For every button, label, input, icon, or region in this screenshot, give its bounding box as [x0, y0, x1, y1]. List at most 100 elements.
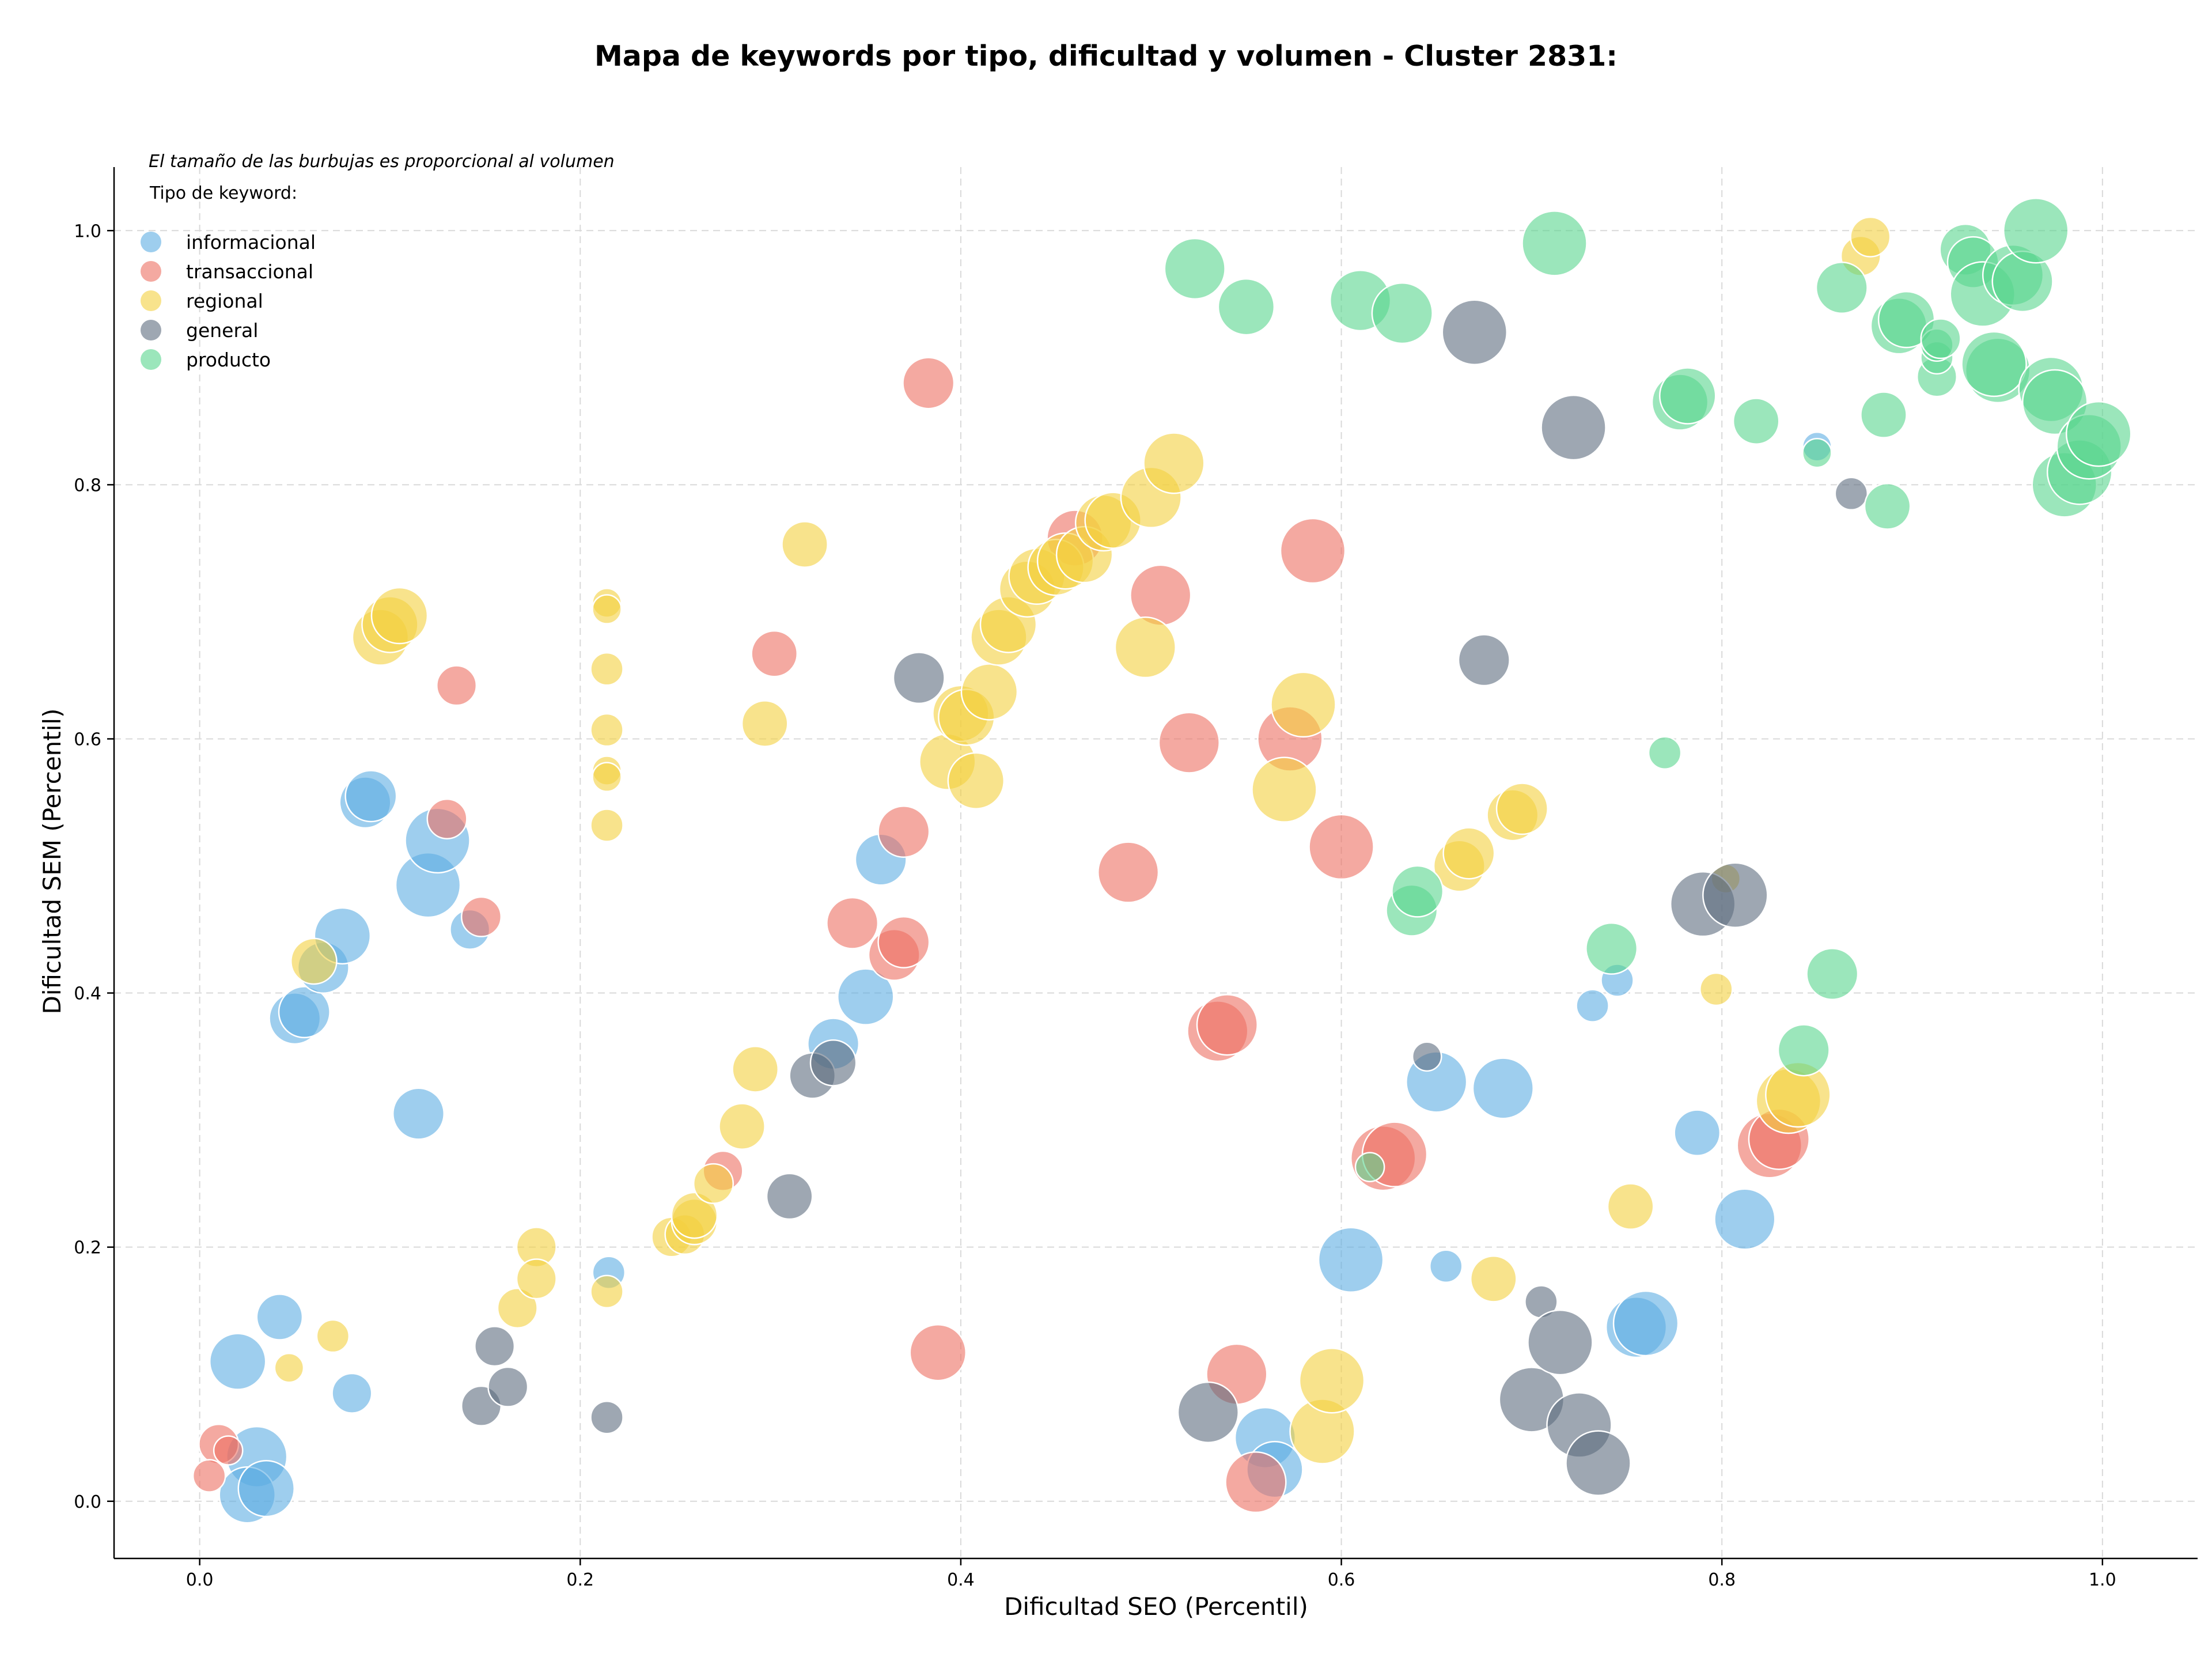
bubble-regional [1469, 1255, 1517, 1303]
bubble-regional [1607, 1183, 1654, 1230]
bubble-informacional [1472, 1057, 1534, 1119]
x-tick-label: 0.6 [1328, 1570, 1355, 1590]
bubble-transaccional [826, 896, 879, 949]
bubble-regional [590, 652, 624, 686]
grid [114, 167, 2198, 1558]
bubble-regional [671, 1191, 718, 1239]
bubble-regional [1699, 972, 1733, 1007]
legend-label-regional: regional [186, 290, 263, 312]
bubble-regional [290, 937, 338, 985]
bubble-transaccional [909, 1323, 967, 1382]
bubble-general [766, 1172, 813, 1220]
bubble-regional [1850, 216, 1891, 258]
legend-marker-general [141, 320, 161, 340]
bubble-informacional [209, 1333, 267, 1390]
legend-marker-transaccional [141, 261, 161, 282]
bubble-regional [592, 594, 622, 625]
legend-marker-producto [141, 349, 161, 370]
bubble-producto [1164, 237, 1226, 300]
bubble-regional [516, 1258, 557, 1300]
bubble-informacional [256, 1293, 304, 1341]
bubble-producto [1391, 865, 1444, 918]
bubble-producto [1815, 261, 1868, 315]
y-tick-label: 0.6 [74, 729, 101, 750]
bubble-general [1177, 1381, 1239, 1444]
bubble-producto [1920, 318, 1961, 360]
x-axis-label: Dificultad SEO (Percentil) [1004, 1592, 1308, 1621]
bubble-producto [1806, 947, 1859, 1001]
bubble-regional [960, 663, 1018, 721]
bubble-regional [1251, 756, 1317, 823]
bubble-transaccional [192, 1459, 226, 1493]
legend: informacional transaccional regional genera… [141, 231, 316, 371]
bubble-regional [590, 808, 624, 842]
bubble-transaccional [1158, 712, 1220, 774]
bubble-regional [316, 1319, 350, 1353]
bubble-general [1565, 1430, 1631, 1496]
bubble-informacional [1317, 1227, 1384, 1293]
legend-label-transaccional: transaccional [186, 260, 313, 283]
chart-title: Mapa de keywords por tipo, dificultad y … [594, 40, 1618, 73]
bubble-regional [274, 1352, 305, 1383]
bubble-regional [1495, 782, 1548, 835]
bubble-transaccional [1196, 994, 1259, 1056]
x-tick-label: 0.4 [947, 1570, 975, 1590]
legend-marker-regional [141, 290, 161, 311]
bubble-informacional [1575, 989, 1609, 1023]
bubble-producto [1521, 210, 1588, 277]
bubble-transaccional [426, 798, 468, 839]
bubble-transaccional [436, 665, 478, 706]
bubble-producto [1371, 282, 1433, 345]
bubble-regional [1442, 827, 1495, 880]
bubble-regional [732, 1046, 779, 1093]
bubble-transaccional [1308, 814, 1374, 880]
bubble-transaccional [213, 1435, 244, 1466]
size-note: El tamaño de las burbujas es proporciona… [149, 152, 615, 172]
bubble-producto [1658, 367, 1717, 425]
bubble-regional [781, 521, 828, 568]
bubble-regional [590, 713, 624, 747]
y-tick-label: 0.8 [74, 475, 101, 495]
bubble-producto [2065, 400, 2132, 467]
bubble-regional [692, 1163, 734, 1204]
bubble-producto [1585, 922, 1638, 975]
bubble-informacional [1714, 1188, 1776, 1250]
bubble-general [1834, 476, 1869, 511]
bubble-regional [1114, 616, 1176, 679]
bubble-transaccional [751, 630, 798, 678]
bubble-transaccional [1130, 564, 1192, 626]
bubble-general [1411, 1041, 1442, 1072]
bubble-regional [741, 700, 789, 747]
bubble-general [590, 1400, 624, 1435]
bubble-general [1540, 394, 1607, 461]
bubble-regional [718, 1103, 766, 1150]
bubble-general [474, 1326, 516, 1367]
bubble-regional [1298, 1347, 1365, 1414]
y-axis-label: Dificultad SEM (Percentil) [38, 709, 66, 1015]
bubble-producto [1354, 1152, 1385, 1183]
legend-title: Tipo de keyword: [149, 183, 297, 203]
y-tick-label: 0.4 [74, 984, 101, 1004]
legend-label-informacional: informacional [186, 231, 316, 253]
bubble-producto [2002, 198, 2069, 264]
bubble-regional [497, 1287, 538, 1329]
bubble-general [1702, 862, 1768, 928]
legend-label-general: general [186, 319, 258, 342]
bubble-informacional [1429, 1249, 1463, 1283]
axes: 0.0 0.2 0.4 0.6 0.8 1.0 0.0 0.2 0.4 0.6 0.8 1.0 [74, 167, 2198, 1590]
bubble-general [487, 1366, 529, 1408]
bubble-regional [370, 587, 429, 645]
bubble-transaccional [902, 357, 955, 410]
bubble-informacional [344, 770, 397, 823]
bubble-regional [1270, 671, 1336, 738]
x-tick-label: 0.2 [566, 1570, 594, 1590]
bubble-informacional [237, 1459, 296, 1518]
bubble-general [1457, 634, 1510, 687]
bubble-informacional [331, 1372, 373, 1414]
x-tick-label: 0.0 [186, 1570, 214, 1590]
bubble-producto [1961, 331, 2027, 398]
bubble-transaccional [877, 915, 930, 968]
bubble-regional [947, 752, 1005, 809]
